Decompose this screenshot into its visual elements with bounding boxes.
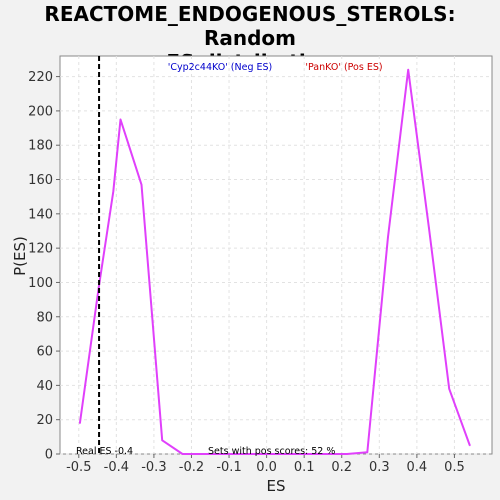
data-point [112,190,115,193]
data-point [407,68,410,71]
data-point [304,453,307,455]
data-point [346,453,348,455]
x-tick-label: 0.2 [331,460,352,475]
data-point [469,444,471,447]
data-point [325,453,328,455]
data-point [387,237,389,239]
y-tick-label: 0 [45,448,53,463]
x-tick-label: 0.4 [407,460,428,475]
pos-scores-annotation: Sets with pos scores: 52 % [208,446,335,457]
data-point [140,183,143,186]
x-axis-label: ES [267,477,286,495]
y-tick-label: 180 [28,139,53,154]
legend-neg-es: 'Cyp2c44KO' (Neg ES) [168,62,273,73]
real-es-annotation: Real ES -0.4 [76,446,133,457]
x-tick-label: -0.2 [179,460,204,475]
legend-pos-es: 'PanKO' (Pos ES) [305,62,382,73]
x-tick-label: 0.3 [369,460,390,475]
data-point [263,453,266,455]
data-point [222,453,225,455]
x-axis-ticks: -0.5 -0.4 -0.3 -0.2 -0.1 0.0 0.1 0.2 0.3 0.4 0.5 [66,454,465,475]
data-point [202,453,204,455]
x-tick-label: 0.1 [294,460,315,475]
x-tick-label: -0.4 [104,460,129,475]
y-tick-label: 120 [28,242,53,257]
data-point [428,226,430,229]
x-tick-label: -0.3 [141,460,166,475]
data-point [366,451,369,454]
y-tick-label: 160 [28,173,53,188]
y-tick-label: 140 [28,207,53,222]
data-point [284,453,287,455]
chart-title-line1: REACTOME_ENDOGENOUS_STEROLS: Random [44,2,456,50]
y-tick-label: 100 [28,276,53,291]
x-tick-label: 0.0 [256,460,277,475]
data-point [79,422,81,424]
y-tick-label: 200 [28,104,53,119]
x-tick-label: 0.5 [444,460,465,475]
y-tick-label: 60 [36,345,53,360]
data-point [119,118,122,121]
y-tick-label: 80 [36,310,53,325]
x-tick-label: -0.1 [216,460,241,475]
data-point [181,453,184,455]
x-tick-label: -0.5 [66,460,91,475]
data-point [161,439,163,442]
y-axis-ticks: 0 20 40 60 80 100 120 140 160 180 200 220 [28,70,60,463]
plot-area [59,55,493,455]
y-axis-label: P(ES) [11,236,29,276]
y-tick-label: 20 [36,413,53,428]
grid-lines [60,56,492,455]
y-tick-label: 40 [36,379,53,394]
data-point [448,388,450,390]
y-tick-label: 220 [28,70,53,85]
data-point [243,453,245,455]
series-layer [78,68,471,455]
data-point [97,286,100,289]
